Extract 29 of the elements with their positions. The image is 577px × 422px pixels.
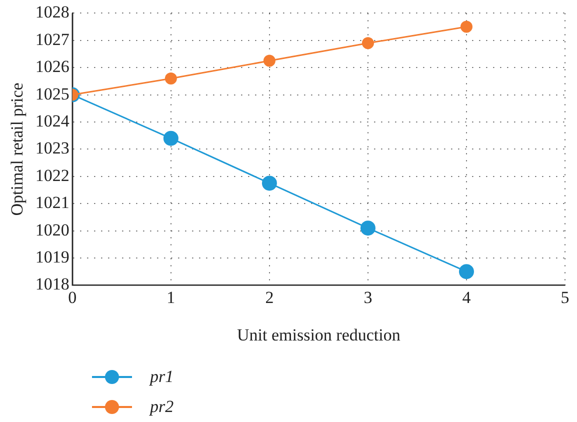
x-tick-label: 0 — [68, 288, 77, 307]
point — [362, 37, 374, 50]
x-axis-title: Unit emission reduction — [237, 325, 401, 344]
point — [163, 130, 178, 146]
y-tick-label: 1026 — [35, 57, 70, 76]
point — [164, 72, 177, 84]
legend-label: pr1 — [150, 367, 174, 387]
y-tick-label: 1028 — [35, 2, 70, 22]
x-tick-label: 4 — [462, 288, 472, 307]
point — [262, 176, 277, 191]
point — [263, 54, 276, 67]
x-tick-label: 2 — [265, 288, 274, 307]
y-tick-label: 1023 — [35, 138, 70, 158]
legend-label: pr2 — [150, 397, 174, 417]
y-tick-label: 1022 — [35, 166, 70, 185]
x-tick-label: 5 — [560, 288, 570, 307]
x-tick-label: 3 — [364, 288, 372, 307]
y-tick-label: 1024 — [35, 111, 70, 130]
y-tick-label: 1018 — [35, 274, 70, 294]
y-tick-label: 1027 — [35, 30, 70, 49]
point — [360, 220, 376, 236]
point — [458, 264, 474, 280]
y-tick-label: 1025 — [35, 84, 70, 104]
x-tick-label: 1 — [166, 288, 176, 307]
y-tick-label: 1021 — [35, 193, 70, 212]
y-tick-label: 1019 — [35, 247, 70, 266]
y-axis-title: Optimal retail price — [8, 82, 27, 216]
y-tick-label: 1020 — [35, 220, 70, 240]
point — [460, 20, 472, 33]
